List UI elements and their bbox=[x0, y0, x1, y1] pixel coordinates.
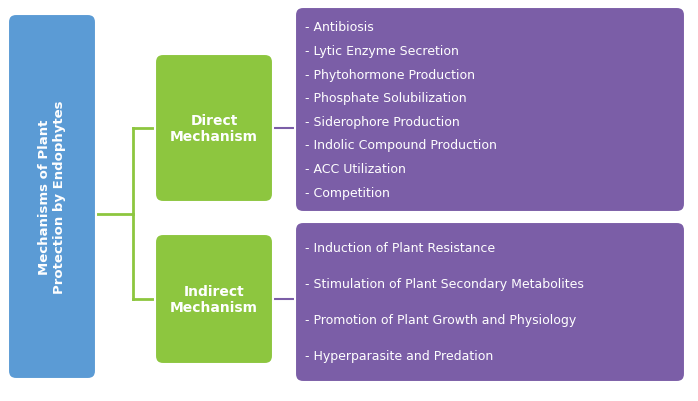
Text: - Antibiosis: - Antibiosis bbox=[305, 21, 373, 34]
Text: - ACC Utilization: - ACC Utilization bbox=[305, 163, 406, 176]
Text: Indirect
Mechanism: Indirect Mechanism bbox=[170, 284, 258, 314]
Text: - Indolic Compound Production: - Indolic Compound Production bbox=[305, 139, 497, 152]
FancyBboxPatch shape bbox=[8, 15, 96, 379]
Text: - Hyperparasite and Predation: - Hyperparasite and Predation bbox=[305, 350, 493, 363]
Text: - Phosphate Solubilization: - Phosphate Solubilization bbox=[305, 92, 467, 105]
FancyBboxPatch shape bbox=[295, 8, 685, 213]
Text: Mechanisms of Plant
Protection by Endophytes: Mechanisms of Plant Protection by Endoph… bbox=[38, 101, 66, 294]
Text: Direct
Mechanism: Direct Mechanism bbox=[170, 113, 258, 144]
Text: - Competition: - Competition bbox=[305, 186, 390, 199]
Text: - Promotion of Plant Growth and Physiology: - Promotion of Plant Growth and Physiolo… bbox=[305, 314, 577, 327]
Text: - Induction of Plant Resistance: - Induction of Plant Resistance bbox=[305, 242, 495, 255]
Text: - Phytohormone Production: - Phytohormone Production bbox=[305, 69, 475, 81]
FancyBboxPatch shape bbox=[295, 223, 685, 382]
Text: - Siderophore Production: - Siderophore Production bbox=[305, 115, 460, 128]
Text: - Lytic Enzyme Secretion: - Lytic Enzyme Secretion bbox=[305, 45, 459, 58]
FancyBboxPatch shape bbox=[155, 235, 273, 364]
Text: - Stimulation of Plant Secondary Metabolites: - Stimulation of Plant Secondary Metabol… bbox=[305, 278, 584, 291]
FancyBboxPatch shape bbox=[155, 55, 273, 203]
